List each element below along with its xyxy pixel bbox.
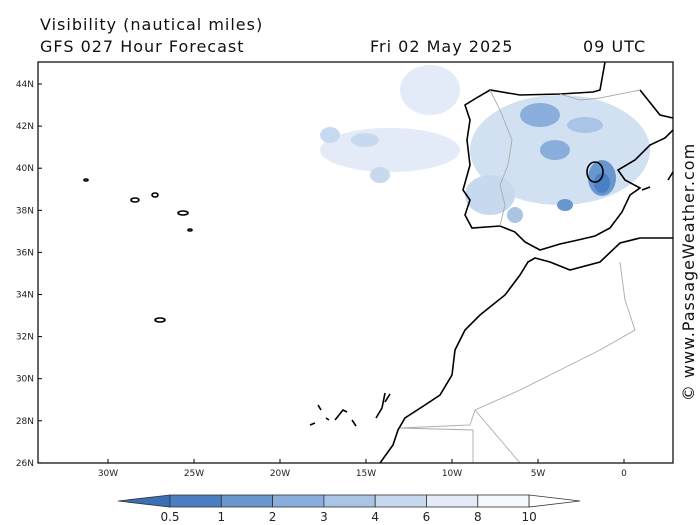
lon-label: 25W: [184, 469, 204, 479]
lat-label: 36N: [16, 248, 34, 258]
colorbar-label: 8: [474, 510, 482, 524]
colorbar-extend-low: [117, 494, 171, 508]
lat-label: 44N: [16, 80, 34, 90]
colorbar-segment: [272, 494, 325, 508]
lat-label: 30N: [16, 375, 34, 385]
lat-label: 26N: [16, 459, 34, 469]
colorbar-segment: [323, 494, 376, 508]
time: 09 UTC: [583, 37, 646, 56]
lon-label: 10W: [442, 469, 462, 479]
colorbar-label: 6: [423, 510, 431, 524]
title: Visibility (nautical miles): [40, 15, 263, 34]
colorbar-label: 1: [217, 510, 225, 524]
lon-label: 5W: [531, 469, 546, 479]
lat-label: 28N: [16, 417, 34, 427]
lon-label: 0: [621, 469, 627, 479]
colorbar-label: 2: [269, 510, 277, 524]
map-frame: [37, 61, 674, 464]
colorbar: 0.5 1 2 3 4 6 8 10: [117, 494, 581, 524]
lat-label: 38N: [16, 206, 34, 216]
colorbar-segment: [477, 494, 530, 508]
lat-label: 42N: [16, 122, 34, 132]
colorbar-label: 4: [371, 510, 379, 524]
colorbar-segment: [169, 494, 222, 508]
visibility-shading: [320, 65, 650, 223]
colorbar-label: 0.5: [160, 510, 179, 524]
borders: [399, 89, 641, 464]
subtitle: GFS 027 Hour Forecast: [40, 37, 245, 56]
lat-label: 34N: [16, 291, 34, 301]
coastlines: [83, 61, 674, 464]
lon-label: 20W: [270, 469, 290, 479]
colorbar-label: 10: [521, 510, 536, 524]
lon-label: 30W: [98, 469, 118, 479]
colorbar-segment: [374, 494, 427, 508]
lat-label: 32N: [16, 333, 34, 343]
colorbar-extend-high: [528, 494, 581, 508]
date: Fri 02 May 2025: [370, 37, 513, 56]
watermark: © www.PassageWeather.com: [679, 143, 698, 401]
colorbar-segment: [426, 494, 479, 508]
colorbar-segment: [220, 494, 274, 508]
lon-label: 15W: [356, 469, 376, 479]
lat-label: 40N: [16, 164, 34, 174]
colorbar-label: 3: [320, 510, 328, 524]
